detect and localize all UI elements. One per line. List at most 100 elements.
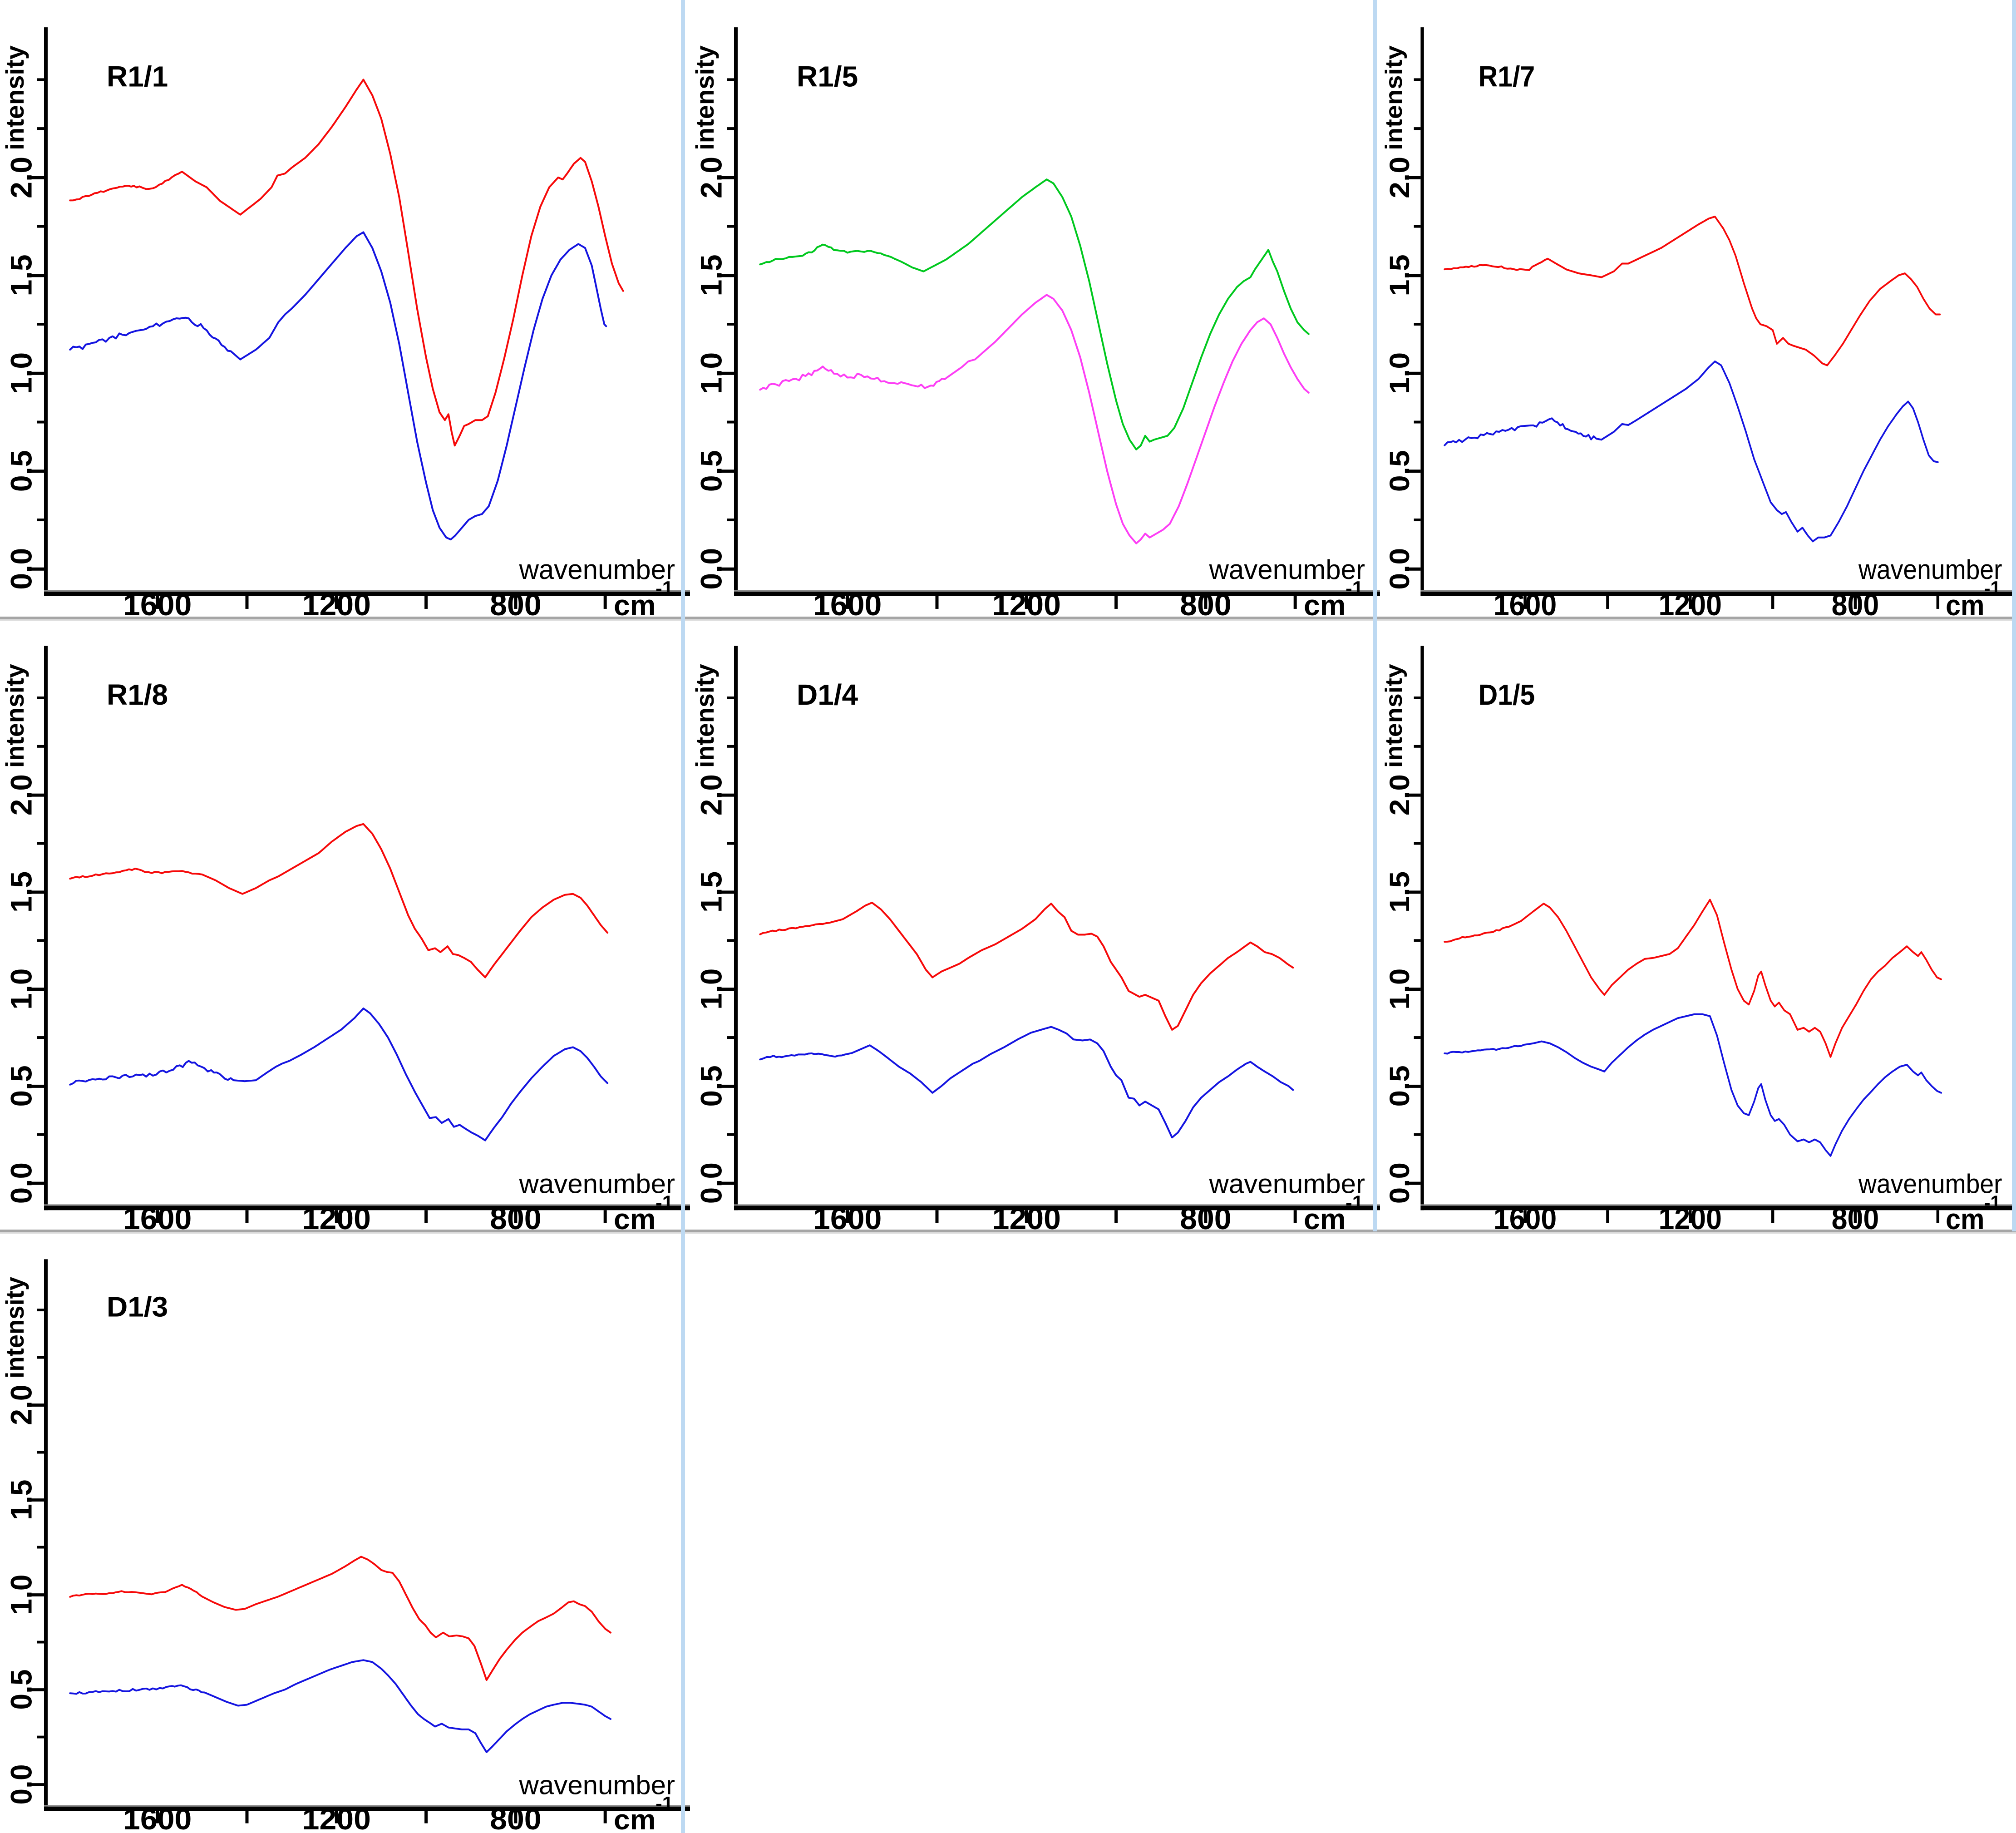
x-axis-unit: cm bbox=[614, 589, 656, 619]
x-axis-unit-exponent: -1 bbox=[656, 578, 673, 600]
spectrum-plot-r1-7: 0.0 0.5 1.0 1.5 2.0 1600 1200 800 intensity waven… bbox=[1381, 27, 2016, 619]
x-axis-shadow bbox=[44, 590, 690, 592]
y-minor-tick bbox=[37, 1133, 44, 1136]
panel-title: D1/5 bbox=[1479, 679, 1535, 711]
y-minor-tick bbox=[1414, 78, 1421, 81]
spectrum-plot-r1-8: 0.0 0.5 1.0 1.5 2.0 1600 1200 800 intensity waven… bbox=[0, 646, 690, 1233]
x-axis-line bbox=[44, 1206, 690, 1210]
x-tick bbox=[424, 1210, 428, 1223]
y-tick-label: 0.5 bbox=[5, 450, 38, 492]
x-tick bbox=[1114, 1210, 1118, 1223]
y-minor-tick bbox=[1414, 127, 1421, 130]
y-minor-tick bbox=[1414, 1133, 1421, 1136]
x-tick bbox=[1606, 1210, 1609, 1223]
y-tick-label: 0.5 bbox=[5, 1669, 38, 1709]
x-tick-label: 1200 bbox=[302, 1803, 371, 1833]
x-tick bbox=[1523, 1210, 1527, 1223]
column-separator bbox=[681, 0, 685, 1833]
x-axis-unit: cm bbox=[1946, 1203, 1984, 1233]
y-axis-title: intensity bbox=[690, 45, 719, 150]
y-tick-label: 1.0 bbox=[1384, 352, 1415, 394]
lower-spectrum-curve bbox=[759, 1026, 1294, 1139]
y-tick-label: 1.0 bbox=[4, 968, 38, 1010]
x-axis-unit-exponent: -1 bbox=[656, 1793, 673, 1814]
y-minor-tick bbox=[727, 323, 734, 326]
x-tick bbox=[1293, 1210, 1297, 1223]
x-axis-unit: cm bbox=[1304, 1203, 1346, 1233]
x-axis-unit: cm bbox=[1946, 589, 1984, 619]
panel-title: D1/3 bbox=[107, 1291, 168, 1323]
y-tick-label: 2.0 bbox=[5, 157, 38, 198]
x-axis-shadow bbox=[44, 1204, 690, 1206]
y-tick bbox=[720, 793, 734, 797]
x-tick bbox=[1771, 1210, 1774, 1223]
y-minor-tick bbox=[37, 1309, 44, 1312]
row-separator bbox=[0, 1230, 2016, 1234]
x-axis-line bbox=[44, 591, 690, 596]
spectrum-plot-d1-3: 0.0 0.5 1.0 1.5 2.0 1600 1200 800 intensity waven… bbox=[0, 1259, 690, 1833]
y-minor-tick bbox=[727, 1133, 734, 1136]
lower-spectrum-curve bbox=[759, 294, 1310, 544]
y-tick bbox=[30, 1688, 44, 1691]
x-axis-title: wavenumber bbox=[519, 1770, 675, 1800]
y-tick bbox=[1408, 274, 1421, 277]
x-tick bbox=[156, 1811, 159, 1823]
y-tick-label: 2.0 bbox=[5, 1385, 38, 1425]
x-tick bbox=[156, 1210, 159, 1223]
x-axis-shadow bbox=[1420, 590, 2016, 592]
y-minor-tick bbox=[37, 1546, 44, 1549]
spectrum-plot-d1-5: 0.0 0.5 1.0 1.5 2.0 1600 1200 800 intensity waven… bbox=[1381, 646, 2016, 1233]
y-tick bbox=[30, 1084, 44, 1088]
x-tick-label: 1200 bbox=[1659, 588, 1722, 619]
y-minor-tick bbox=[1414, 420, 1421, 424]
x-tick-label: 1600 bbox=[123, 588, 192, 619]
grid-cell-r0c1: 0.0 0.5 1.0 1.5 2.0 1600 1200 800 intensity waven… bbox=[690, 0, 1380, 619]
x-tick bbox=[424, 596, 428, 609]
panel-title: R1/5 bbox=[797, 60, 858, 93]
x-axis-shadow bbox=[734, 1204, 1380, 1206]
x-axis-title: wavenumber bbox=[1858, 555, 2002, 585]
y-tick bbox=[30, 371, 44, 375]
grid-cell-r2c2 bbox=[1380, 1233, 2016, 1833]
y-tick bbox=[30, 890, 44, 894]
upper-spectrum-curve bbox=[1444, 216, 1941, 366]
x-tick bbox=[1025, 596, 1028, 609]
panel-title: R1/7 bbox=[1479, 60, 1535, 93]
x-tick bbox=[603, 1210, 607, 1223]
y-tick-label: 1.0 bbox=[695, 352, 728, 394]
x-tick bbox=[846, 1210, 849, 1223]
x-tick bbox=[1293, 596, 1297, 609]
x-axis-unit: cm bbox=[614, 1804, 656, 1833]
y-minor-tick bbox=[727, 127, 734, 130]
y-axis-title: intensity bbox=[0, 45, 29, 150]
y-axis-title: intensity bbox=[1381, 664, 1407, 768]
y-tick-label: 1.5 bbox=[5, 254, 38, 296]
x-axis-unit: cm bbox=[1304, 589, 1346, 619]
y-tick-label: 2.0 bbox=[1384, 157, 1415, 198]
y-tick bbox=[720, 469, 734, 473]
x-tick-label: 800 bbox=[1180, 1202, 1231, 1233]
x-tick-label: 1200 bbox=[302, 1202, 371, 1233]
y-tick bbox=[30, 1498, 44, 1502]
x-tick bbox=[514, 1210, 518, 1223]
x-tick-label: 800 bbox=[490, 1803, 541, 1833]
x-tick bbox=[1853, 596, 1857, 609]
y-minor-tick bbox=[727, 1036, 734, 1039]
y-minor-tick bbox=[727, 696, 734, 699]
x-tick bbox=[1771, 596, 1774, 609]
y-axis-title: intensity bbox=[690, 664, 719, 768]
y-tick bbox=[1408, 371, 1421, 375]
y-tick bbox=[30, 1593, 44, 1596]
x-tick-label: 1600 bbox=[813, 588, 882, 619]
x-axis-title: wavenumber bbox=[1858, 1169, 2002, 1199]
y-minor-tick bbox=[727, 420, 734, 424]
y-tick bbox=[720, 1181, 734, 1185]
y-tick bbox=[720, 988, 734, 991]
lower-spectrum-curve bbox=[1444, 1013, 1942, 1157]
y-tick bbox=[1408, 890, 1421, 894]
x-tick bbox=[1853, 1210, 1857, 1223]
y-minor-tick bbox=[37, 78, 44, 81]
x-tick bbox=[1204, 1210, 1208, 1223]
y-minor-tick bbox=[1414, 1036, 1421, 1039]
y-tick-label: 0.0 bbox=[695, 548, 728, 590]
